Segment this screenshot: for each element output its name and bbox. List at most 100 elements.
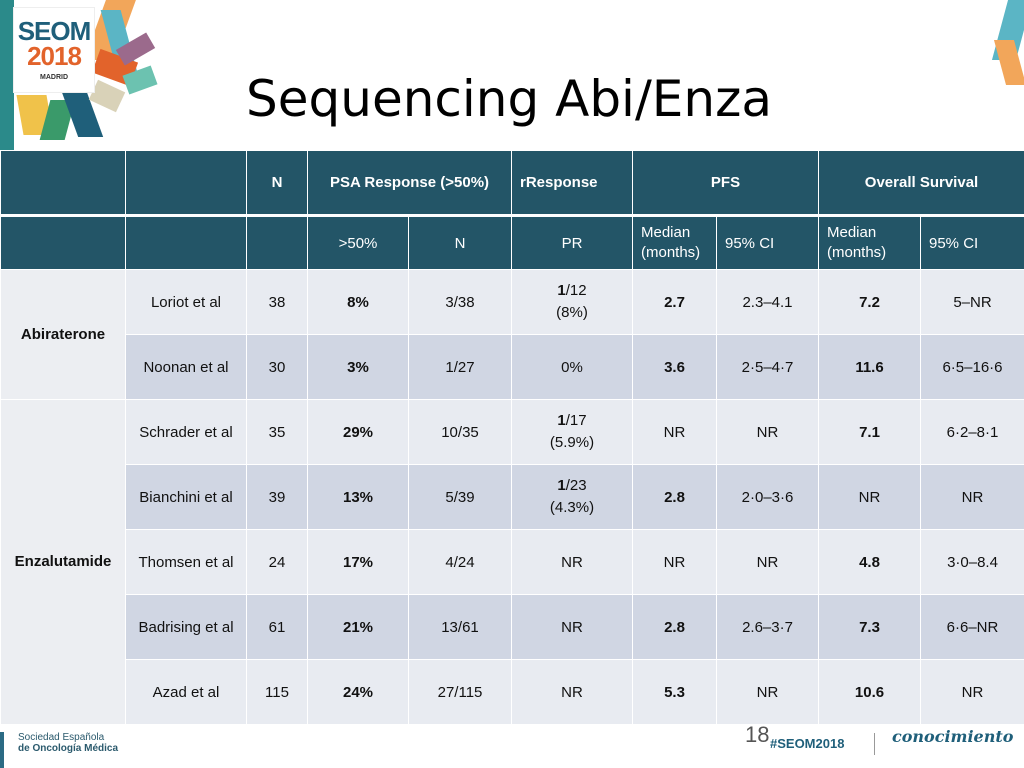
cell-pfs-ci: NR [716,659,819,725]
cell-pfs-ci: 2.6–3·7 [716,594,819,660]
cell-os-median: 4.8 [818,529,921,595]
header-overall-survival: Overall Survival [818,150,1024,217]
cell-pfs-ci: NR [716,529,819,595]
cell-psa-n: 3/38 [408,269,512,335]
header-pfs: PFS [632,150,819,217]
cell-pfs-median: NR [632,399,717,465]
cell-os-median: 7.1 [818,399,921,465]
cell-pr: 1/17 (5.9%) [511,399,633,465]
cell-pfs-median: NR [632,529,717,595]
header-blank [125,150,247,217]
cell-os-ci: 6·5–16·6 [920,334,1024,400]
cell-os-ci: 5–NR [920,269,1024,335]
cell-n: 115 [246,659,308,725]
table-row: Badrising et al 61 21% 13/61 NR 2.8 2.6–… [1,594,1024,660]
cell-psa-pct: 13% [307,464,409,530]
results-table: N PSA Response (>50%) rResponse PFS Over… [0,150,1024,725]
cell-n: 39 [246,464,308,530]
header-blank [246,215,308,270]
table-row: Thomsen et al 24 17% 4/24 NR NR NR 4.8 3… [1,529,1024,595]
logo-line2: 2018 [27,41,82,71]
pr-num: 1 [557,412,566,429]
cell-psa-n: 27/115 [408,659,512,725]
logo-line1: SEOM [17,16,92,46]
logo-line3: MADRID [40,74,68,81]
study-name: Noonan et al [125,334,247,400]
cell-psa-pct: 24% [307,659,409,725]
cell-psa-n: 5/39 [408,464,512,530]
header-psa-n: N [408,215,512,270]
cell-psa-pct: 3% [307,334,409,400]
cell-psa-n: 10/35 [408,399,512,465]
society-line1: Sociedad Española [18,732,105,743]
page-number: 18 [745,722,770,747]
header-pfs-median: Median (months) [632,215,717,270]
table-row: Enzalutamide Schrader et al 35 29% 10/35… [0,399,1024,725]
cell-os-ci: NR [920,659,1024,725]
cell-pfs-median: 2.8 [632,594,717,660]
pr-pct: (5.9%) [549,434,595,451]
header-pfs-ci: 95% CI [716,215,819,270]
cell-pr: 1/12 (8%) [511,269,633,335]
drug-label: Abiraterone [0,269,126,400]
cell-psa-n: 1/27 [408,334,512,400]
study-name: Schrader et al [125,399,247,465]
cell-pfs-ci: NR [716,399,819,465]
header-row-2: >50% N PR Median (months) 95% CI Median … [0,215,1024,270]
table-row: Abiraterone Loriot et al 38 8% 3/38 1/12… [0,269,1024,400]
header-pr: PR [511,215,633,270]
cell-pr: 0% [511,334,633,400]
cell-psa-n: 4/24 [408,529,512,595]
cell-pr: 1/23 (4.3%) [511,464,633,530]
cell-os-ci: 3·0–8.4 [920,529,1024,595]
cell-n: 30 [246,334,308,400]
cell-psa-pct: 21% [307,594,409,660]
cell-pfs-ci: 2·5–4·7 [716,334,819,400]
header-row-1: N PSA Response (>50%) rResponse PFS Over… [0,150,1024,217]
society-line2: de Oncología Médica [18,743,119,754]
cell-pfs-median: 5.3 [632,659,717,725]
cell-n: 38 [246,269,308,335]
cell-os-ci: 6·6–NR [920,594,1024,660]
cell-os-median: NR [818,464,921,530]
cell-n: 24 [246,529,308,595]
footer-divider [874,733,875,755]
study-name: Loriot et al [125,269,247,335]
brand-logo: conocimiento [892,727,1014,746]
pr-den: /17 [565,412,587,429]
cell-pfs-median: 3.6 [632,334,717,400]
cell-pfs-ci: 2·0–3·6 [716,464,819,530]
header-blank [0,215,126,270]
seom-logo: SEOM 2018 MADRID [14,8,94,92]
cell-psa-pct: 8% [307,269,409,335]
footer-accent-bar [0,732,4,768]
header-os-median: Median (months) [818,215,921,270]
cell-pfs-ci: 2.3–4.1 [716,269,819,335]
table-row: Azad et al 115 24% 27/115 NR 5.3 NR 10.6… [1,659,1024,725]
cell-pr: NR [511,659,633,725]
logo-mosaic: SEOM 2018 MADRID [0,0,180,150]
header-blank [0,150,126,217]
drug-label: Enzalutamide [0,399,126,725]
cell-pr: NR [511,594,633,660]
study-name: Bianchini et al [125,464,247,530]
pr-pct: (8%) [556,304,588,321]
header-psa-pct: >50% [307,215,409,270]
cell-n: 35 [246,399,308,465]
cell-psa-pct: 29% [307,399,409,465]
pr-den: /12 [565,282,587,299]
cell-n: 61 [246,594,308,660]
study-name: Badrising et al [125,594,247,660]
pr-den: /23 [565,477,587,494]
cell-psa-n: 13/61 [408,594,512,660]
header-n: N [246,150,308,217]
cell-os-median: 7.2 [818,269,921,335]
hashtag: #SEOM2018 [770,736,845,751]
cell-pr: NR [511,529,633,595]
pr-pct: (4.3%) [549,499,595,516]
page-title: Sequencing Abi/Enza [246,70,772,128]
pr-num: 1 [557,477,566,494]
cell-os-median: 7.3 [818,594,921,660]
cell-psa-pct: 17% [307,529,409,595]
header-os-ci: 95% CI [920,215,1024,270]
